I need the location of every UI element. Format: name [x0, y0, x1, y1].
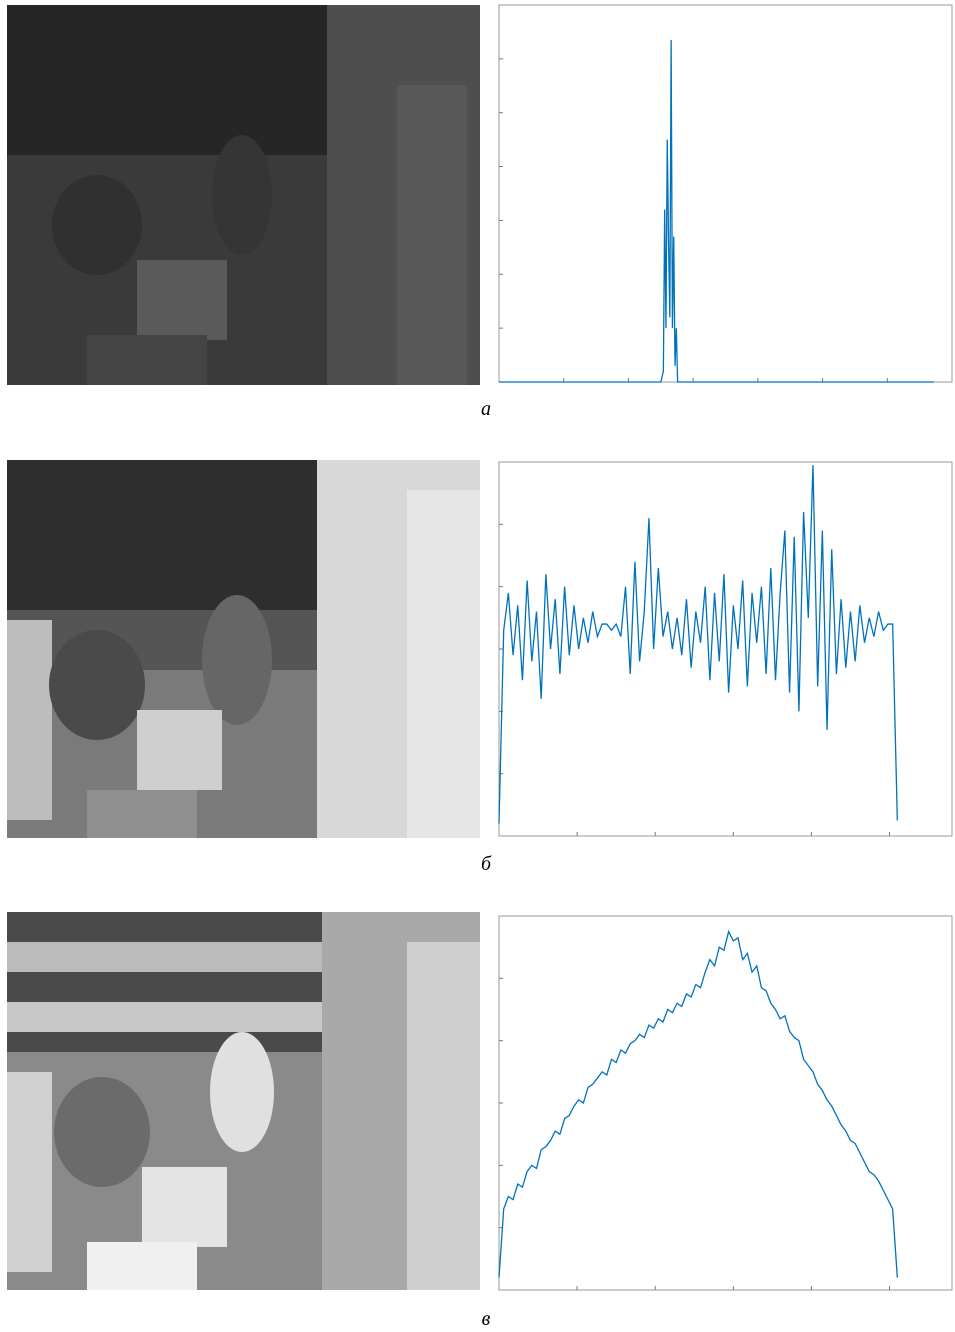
plot-frame [498, 4, 953, 383]
figure-caption: б [481, 853, 492, 875]
figure-caption: в [482, 1308, 491, 1330]
figure-caption: а [481, 398, 491, 420]
thermal-image [7, 912, 480, 1290]
thermal-image [7, 460, 480, 838]
histogram-line [498, 465, 898, 824]
plot-frame [498, 461, 953, 837]
plot-frame [498, 915, 953, 1291]
thermal-image [7, 5, 480, 385]
histogram-line [499, 40, 934, 383]
histogram-line [498, 929, 898, 1278]
